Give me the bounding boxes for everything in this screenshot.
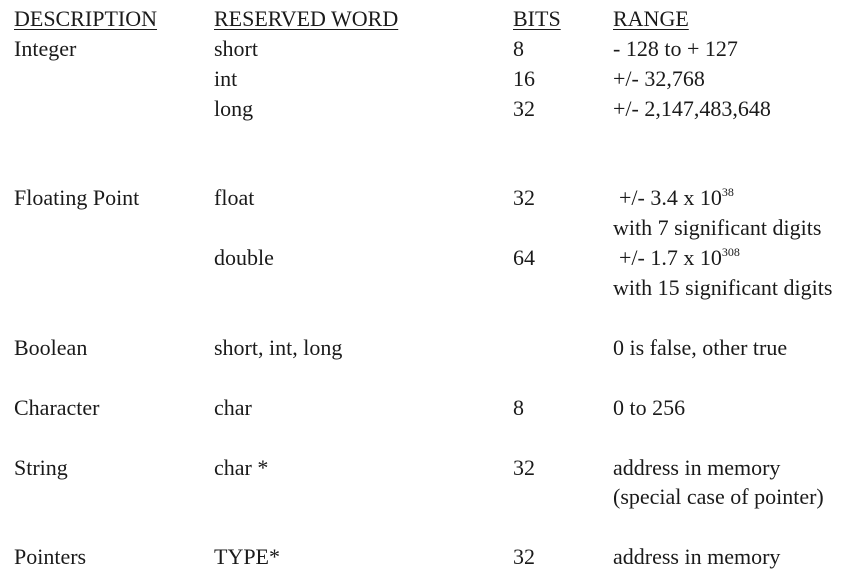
integer-description: Integer [14,36,77,61]
float-bits: 32 [513,185,535,210]
character-bits: 8 [513,395,524,420]
pointers-word: TYPE* [214,544,280,569]
int-word: int [214,66,238,91]
float-range: +/- 3.4 x 1038 [619,185,734,214]
int-bits: 16 [513,66,535,91]
string-bits: 32 [513,455,535,480]
floating-point-description: Floating Point [14,185,140,210]
double-bits: 64 [513,245,535,270]
character-range: 0 to 256 [613,395,686,420]
short-range: - 128 to + 127 [613,36,738,61]
pointers-description: Pointers [14,544,87,569]
header-range: RANGE [613,6,689,31]
long-range: +/- 2,147,483,648 [613,96,771,121]
float-range-base: +/- 3.4 x 10 [619,185,722,210]
float-range-note: with 7 significant digits [613,215,822,240]
character-word: char [214,395,252,420]
double-range-exponent: 308 [721,245,740,259]
pointers-range: address in memory [613,544,781,569]
boolean-range: 0 is false, other true [613,335,788,360]
long-bits: 32 [513,96,535,121]
header-reserved-word: RESERVED WORD [214,6,399,31]
int-range: +/- 32,768 [613,66,705,91]
double-range-base: +/- 1.7 x 10 [619,245,722,270]
header-bits: BITS [513,6,561,31]
double-range-note: with 15 significant digits [613,275,833,300]
string-range: address in memory [613,455,781,480]
string-description: String [14,455,68,480]
double-range: +/- 1.7 x 10308 [619,245,740,274]
float-word: float [214,185,255,210]
long-word: long [214,96,254,121]
character-description: Character [14,395,100,420]
header-description: DESCRIPTION [14,6,158,31]
boolean-word: short, int, long [214,335,343,360]
short-bits: 8 [513,36,524,61]
string-range-note: (special case of pointer) [613,484,824,509]
pointers-bits: 32 [513,544,535,569]
string-word: char * [214,455,269,480]
short-word: short [214,36,258,61]
boolean-description: Boolean [14,335,88,360]
double-word: double [214,245,274,270]
float-range-exponent: 38 [721,185,734,199]
